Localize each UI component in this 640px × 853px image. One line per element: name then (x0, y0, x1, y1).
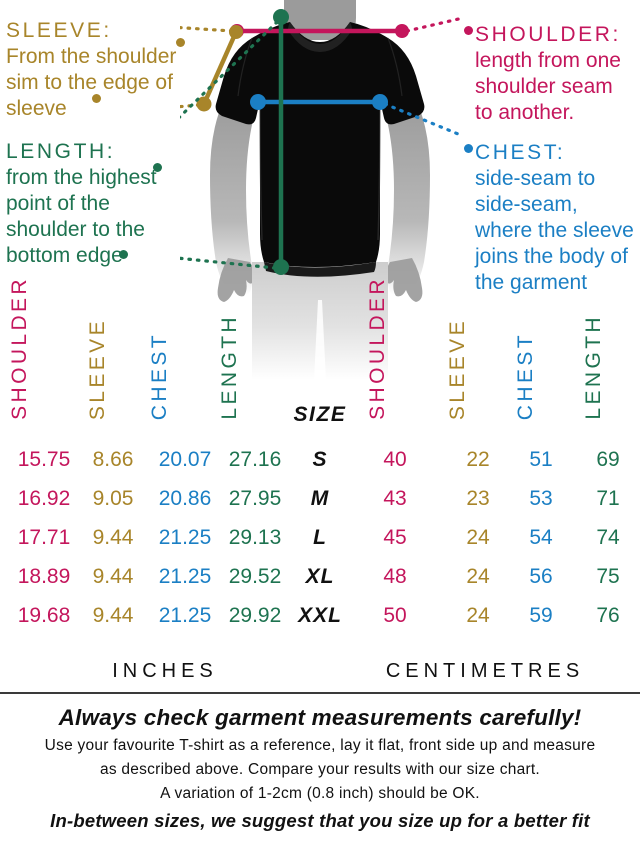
tshirt-shape (215, 22, 425, 277)
table-row: 17.71 9.44 21.25 29.13 L 45 24 54 74 (0, 526, 640, 565)
callout-sleeve: SLEEVE: From the shoulder sim to the edg… (6, 18, 206, 122)
cell-cm-sleeve: 24 (466, 565, 490, 588)
size-table: SHOULDER SLEEVE CHEST LENGTH SHOULDER SL… (0, 276, 640, 652)
cell-inches-sleeve: 8.66 (92, 448, 134, 471)
callout-length-anchor-1 (153, 163, 162, 172)
cell-cm-chest: 59 (529, 604, 553, 627)
cell-cm-length: 76 (596, 604, 620, 627)
cell-inches-shoulder: 15.75 (17, 448, 71, 471)
cell-cm-sleeve: 23 (466, 487, 490, 510)
callout-sleeve-anchor-1 (176, 38, 185, 47)
cell-cm-chest: 54 (529, 526, 553, 549)
cell-inches-length: 29.92 (228, 604, 282, 627)
cell-inches-shoulder: 18.89 (17, 565, 71, 588)
cell-cm-shoulder: 48 (383, 565, 407, 588)
cell-inches-length: 27.95 (228, 487, 282, 510)
cell-cm-chest: 56 (529, 565, 553, 588)
callout-shoulder-title: SHOULDER: (475, 23, 621, 46)
tshirt-svg (180, 0, 460, 380)
header-cm-shoulder: SHOULDER (366, 276, 389, 420)
unit-label-centimetres: CENTIMETRES (385, 660, 585, 682)
callout-chest-title: CHEST: (475, 141, 566, 164)
callout-length: LENGTH: from the highest point of the sh… (6, 139, 196, 269)
footer-divider (0, 692, 640, 694)
callout-shoulder: SHOULDER: length from one shoulder seam … (475, 22, 635, 126)
cell-size: XL (305, 565, 335, 588)
cell-inches-sleeve: 9.44 (92, 565, 134, 588)
callout-chest: CHEST: side-seam to side-seam, where the… (475, 140, 635, 296)
table-row: 19.68 9.44 21.25 29.92 XXL 50 24 59 76 (0, 604, 640, 643)
table-row: 16.92 9.05 20.86 27.95 M 43 23 53 71 (0, 487, 640, 526)
cell-cm-length: 74 (596, 526, 620, 549)
callout-sleeve-title: SLEEVE: (6, 19, 112, 42)
callout-length-anchor-2 (119, 250, 128, 259)
cell-inches-length: 29.13 (228, 526, 282, 549)
callout-shoulder-body: length from one shoulder seam to another… (475, 49, 621, 125)
cell-size: L (313, 526, 327, 549)
body-silhouette (210, 0, 430, 380)
tshirt-measurement-diagram (180, 0, 460, 380)
cell-cm-chest: 53 (529, 487, 553, 510)
cell-inches-sleeve: 9.44 (92, 526, 134, 549)
cell-inches-chest: 20.86 (158, 487, 212, 510)
footer-line-1: Always check garment measurements carefu… (58, 705, 582, 730)
cell-inches-shoulder: 19.68 (17, 604, 71, 627)
cell-inches-shoulder: 16.92 (17, 487, 71, 510)
cell-inches-chest: 21.25 (158, 565, 212, 588)
cell-cm-length: 75 (596, 565, 620, 588)
callout-sleeve-body: From the shoulder sim to the edge of sle… (6, 45, 177, 121)
cell-inches-sleeve: 9.05 (92, 487, 134, 510)
cell-cm-shoulder: 45 (383, 526, 407, 549)
callout-sleeve-anchor-2 (92, 94, 101, 103)
cell-cm-shoulder: 40 (383, 448, 407, 471)
cell-inches-chest: 21.25 (158, 526, 212, 549)
cell-size: M (310, 487, 330, 510)
header-inches-shoulder: SHOULDER (8, 276, 31, 420)
header-size: SIZE (293, 403, 347, 426)
cell-size: S (312, 448, 328, 471)
cell-cm-length: 69 (596, 448, 620, 471)
callout-chest-anchor (464, 144, 473, 153)
cell-inches-length: 29.52 (228, 565, 282, 588)
cell-cm-chest: 51 (529, 448, 553, 471)
cell-cm-sleeve: 22 (466, 448, 490, 471)
column-headers-row: SHOULDER SLEEVE CHEST LENGTH SHOULDER SL… (0, 276, 640, 420)
callout-chest-body: side-seam to side-seam, where the sleeve… (475, 167, 634, 295)
sleeve-measure-line (196, 25, 243, 112)
cell-inches-chest: 21.25 (158, 604, 212, 627)
cell-inches-length: 27.16 (228, 448, 282, 471)
cell-cm-sleeve: 24 (466, 604, 490, 627)
footer-line-3: as described above. Compare your results… (100, 761, 540, 778)
cell-cm-sleeve: 24 (466, 526, 490, 549)
cell-inches-sleeve: 9.44 (92, 604, 134, 627)
callout-length-body: from the highest point of the shoulder t… (6, 166, 157, 268)
chest-measure-line (250, 94, 388, 110)
cell-size: XXL (298, 604, 342, 627)
table-row: 18.89 9.44 21.25 29.52 XL 48 24 56 75 (0, 565, 640, 604)
cell-cm-length: 71 (596, 487, 620, 510)
footer-notes: Always check garment measurements carefu… (0, 700, 640, 832)
leader-lines (180, 17, 460, 270)
table-row: 15.75 8.66 20.07 27.16 S 40 22 51 69 (0, 448, 640, 487)
cell-inches-shoulder: 17.71 (17, 526, 71, 549)
unit-label-inches: INCHES (112, 660, 218, 682)
length-measure-line (273, 9, 289, 275)
cell-cm-shoulder: 50 (383, 604, 407, 627)
cell-inches-chest: 20.07 (158, 448, 212, 471)
callout-length-title: LENGTH: (6, 140, 116, 163)
callout-shoulder-anchor (464, 26, 473, 35)
footer-line-4: A variation of 1-2cm (0.8 inch) should b… (160, 785, 480, 802)
cell-cm-shoulder: 43 (383, 487, 407, 510)
footer-line-5: In-between sizes, we suggest that you si… (50, 810, 590, 831)
footer-line-2: Use your favourite T-shirt as a referenc… (44, 737, 596, 754)
